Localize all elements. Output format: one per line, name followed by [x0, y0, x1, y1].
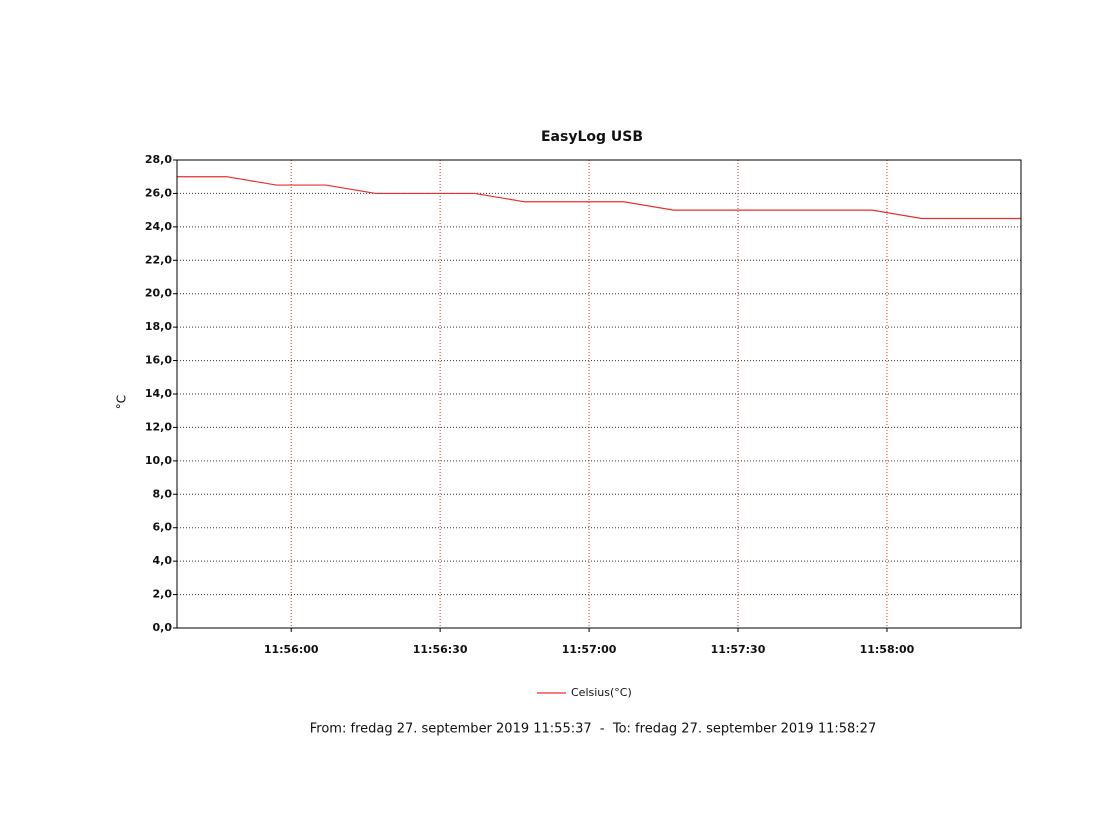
- y-tick-label: 20,0: [145, 287, 172, 300]
- y-tick-label: 24,0: [145, 220, 172, 233]
- y-tick-label: 12,0: [145, 420, 172, 433]
- y-tick-label: 14,0: [145, 387, 172, 400]
- y-tick-label: 2,0: [153, 588, 173, 601]
- x-tick-label: 11:57:30: [711, 643, 766, 656]
- x-tick-label: 11:56:00: [264, 643, 319, 656]
- y-tick-label: 26,0: [145, 186, 172, 199]
- y-tick-label: 18,0: [145, 320, 172, 333]
- plot-frame: [176, 159, 1022, 629]
- y-tick-label: 4,0: [153, 554, 173, 567]
- y-tick-label: 6,0: [153, 521, 173, 534]
- y-tick-label: 0,0: [153, 621, 173, 634]
- y-axis-label: °C: [115, 395, 129, 409]
- x-tick-label: 11:57:00: [562, 643, 617, 656]
- data-line: [177, 176, 1021, 220]
- legend-label: Celsius(°C): [571, 686, 632, 699]
- y-tick-label: 28,0: [145, 153, 172, 166]
- y-tick-label: 22,0: [145, 253, 172, 266]
- y-tick-label: 16,0: [145, 354, 172, 367]
- y-tick-label: 10,0: [145, 454, 172, 467]
- chart-title: EasyLog USB: [541, 129, 643, 145]
- x-tick-label: 11:56:30: [413, 643, 468, 656]
- y-tick-label: 8,0: [153, 487, 173, 500]
- footer: From: fredag 27. september 2019 11:55:37…: [310, 722, 876, 737]
- x-tick-label: 11:58:00: [860, 643, 915, 656]
